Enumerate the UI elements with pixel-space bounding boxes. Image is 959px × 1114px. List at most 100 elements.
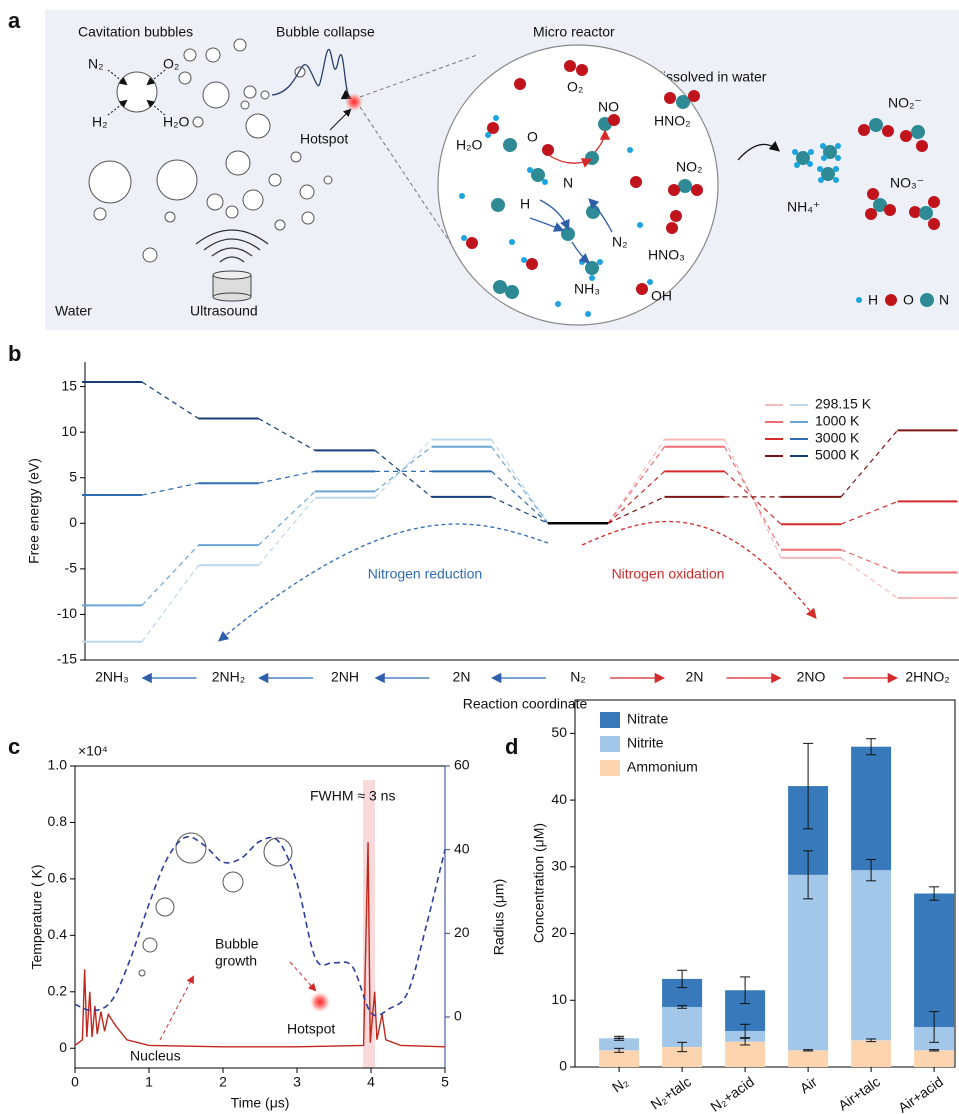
species: N₂ [88,56,104,72]
species: NO₂ [676,159,702,175]
bar-segment [788,875,828,1050]
x-tick-label: N₂+acid [707,1073,757,1114]
species: HNO₃ [648,247,685,263]
y2-tick-label: 40 [454,840,470,856]
connector [492,471,549,523]
species: H [520,196,530,212]
panel-label: a [8,8,21,33]
annotation: Nitrogen reduction [368,566,482,582]
annotation-arrow [220,524,548,640]
legend-label: 3000 K [815,430,860,446]
connector [841,550,898,573]
species: N₂ [612,234,628,250]
bar-segment [599,1050,639,1067]
x-tick-label: Air+talc [835,1073,883,1113]
data-line [75,842,445,1047]
legend-swatch [600,760,620,776]
x-tick-label: N₂ [570,669,586,685]
x-tick-label: 2NO [797,669,826,685]
species: O [527,129,538,145]
x-axis-label: Time (μs) [231,1095,290,1111]
y2-axis-label: Radius (μm) [491,879,507,956]
x-axis-label: Reaction coordinate [463,696,588,712]
legend-swatch [856,297,862,303]
y-axis-label: Concentration (μM) [531,823,547,943]
annotation-arrow [290,962,315,990]
bar-segment [914,1050,954,1067]
bubble [176,833,206,863]
data-line [75,837,445,1016]
connector [142,545,199,605]
bubble [223,872,243,892]
species: H₂ [92,114,108,130]
connector [608,471,665,523]
y-tick-label: 0.6 [48,870,68,886]
panel-a: a Cavitation bubbles Bubble collapse Mic… [8,8,959,330]
bar-segment [851,1040,891,1067]
legend-label: Nitrite [627,735,664,751]
label: Water [55,303,92,319]
x-tick-label: 3 [293,1074,301,1090]
panel-label: d [505,734,518,759]
y-tick-label: 50 [551,724,567,740]
x-tick-label: N₂+talc [647,1073,693,1112]
x-tick-label: 2NH [331,669,359,685]
panel-label: b [8,341,21,366]
figure: a Cavitation bubbles Bubble collapse Mic… [0,0,959,1114]
y-tick-label: -15 [57,651,77,667]
connector [725,439,782,557]
y-tick-label: 0 [69,514,77,530]
annotation: Bubble [215,936,259,952]
y2-tick-label: 0 [454,1008,462,1024]
annotation: growth [215,953,257,969]
y-tick-label: 15 [61,377,77,393]
label: Micro reactor [533,24,615,40]
x-tick-label: Air+acid [895,1073,946,1114]
legend-swatch [885,294,897,306]
y-tick-label: 0.2 [48,982,68,998]
connector [259,491,316,545]
y-tick-label: 0.8 [48,813,68,829]
annotation: Nitrogen oxidation [612,566,725,582]
annotation: Hotspot [287,1021,335,1037]
bubble [156,898,174,916]
species: O₂ [163,56,179,72]
species: O₂ [567,79,583,95]
y2-tick-label: 20 [454,924,470,940]
bar-segment [788,1050,828,1067]
bar-segment [914,894,954,1027]
bar-segment [851,870,891,1040]
species: NO [598,99,619,115]
y-tick-label: 5 [69,468,77,484]
species: NH₃ [574,281,600,297]
legend-label: Ammonium [627,759,698,775]
legend-label: O [903,292,914,308]
bubble [139,970,145,976]
x-tick-label: 0 [71,1074,79,1090]
species: NO₃⁻ [890,175,924,191]
y-tick-label: 30 [551,858,567,874]
multiplier: ×10⁴ [78,743,108,759]
species: NH₄⁺ [787,199,820,215]
legend-label: N [939,292,949,308]
x-tick-label: 2N [453,669,471,685]
y-tick-label: 10 [551,991,567,1007]
connector [142,382,199,418]
label: Ultrasound [190,303,258,319]
species: H₂O [456,137,483,153]
annotation: FWHM ≈ 3 ns [310,788,395,804]
y-axis-label: Free energy (eV) [26,458,42,564]
connector [375,450,432,496]
bar-segment [851,747,891,870]
legend-label: H [868,292,878,308]
label: Bubble collapse [276,24,375,40]
connector [841,501,898,524]
transducer [213,271,251,301]
panel-label: c [8,734,20,759]
legend-swatch [600,736,620,752]
y-tick-label: 10 [61,423,77,439]
hotspot [310,992,330,1012]
connector [608,447,665,524]
y2-tick-label: 60 [454,757,470,773]
y-tick-label: 0 [59,1039,67,1055]
